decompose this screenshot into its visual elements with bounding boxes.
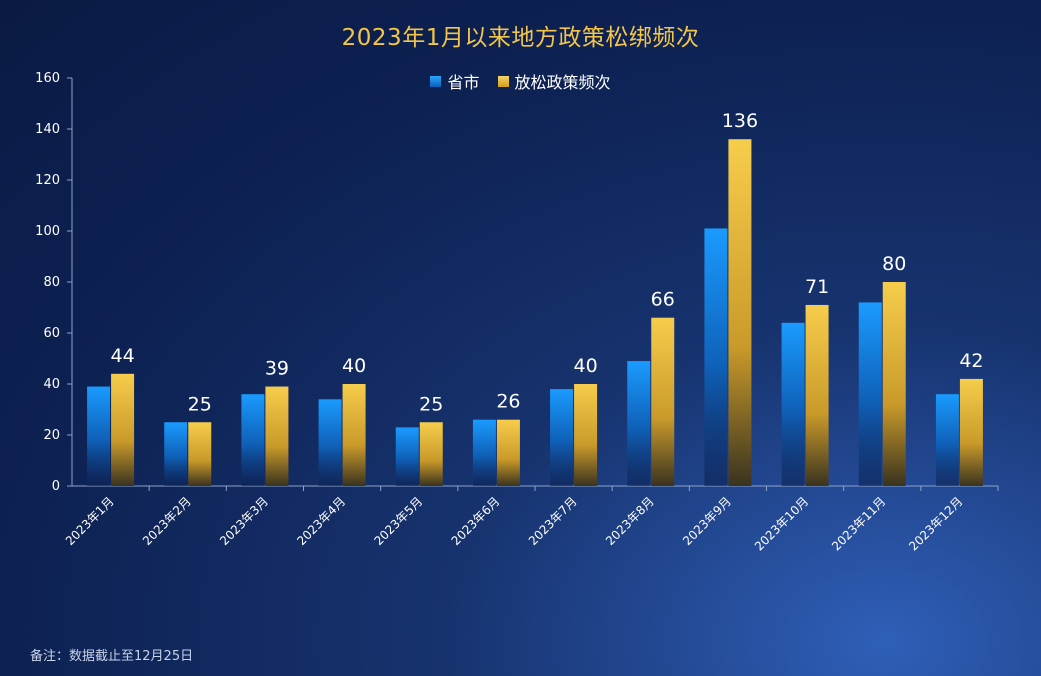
bar-policy (574, 384, 598, 486)
x-tick-label: 2023年7月 (526, 494, 580, 548)
legend-item-provinces: 省市 (430, 69, 480, 93)
chart-title: 2023年1月以来地方政策松绑频次 (341, 25, 700, 51)
y-tick-label: 0 (52, 479, 60, 494)
data-label: 136 (722, 110, 758, 132)
x-tick-label: 2023年10月 (752, 494, 811, 553)
x-tick-label: 2023年4月 (294, 494, 348, 548)
legend-swatch-gold (497, 75, 509, 87)
data-label: 25 (419, 393, 443, 415)
bar-provinces (164, 422, 188, 486)
legend-item-policy: 放松政策频次 (497, 69, 611, 93)
bar-policy (651, 317, 675, 486)
x-tick-label: 2023年9月 (680, 494, 734, 548)
legend: 省市 放松政策频次 (0, 69, 1041, 93)
bar-policy (419, 422, 443, 486)
data-label: 40 (342, 355, 366, 377)
bar-provinces (550, 389, 574, 486)
bar-policy (496, 419, 520, 486)
bar-policy (111, 373, 135, 486)
data-label: 25 (188, 393, 212, 415)
data-label: 42 (959, 350, 983, 372)
y-tick-label: 80 (43, 275, 60, 290)
y-tick-label: 140 (35, 122, 60, 137)
bar-policy (265, 386, 289, 486)
bar-provinces (87, 386, 111, 486)
bar-policy (188, 422, 212, 486)
y-tick-label: 100 (35, 224, 60, 239)
x-tick-label: 2023年5月 (371, 494, 425, 548)
data-label: 39 (265, 358, 289, 380)
x-tick-label: 2023年6月 (449, 494, 503, 548)
bar-policy (959, 378, 983, 486)
y-tick-label: 120 (35, 173, 60, 188)
y-tick-label: 60 (43, 326, 60, 341)
bar-provinces (627, 361, 651, 486)
y-tick-label: 40 (43, 377, 60, 392)
data-label: 80 (882, 253, 906, 275)
bar-provinces (241, 394, 265, 486)
x-tick-label: 2023年2月 (140, 494, 194, 548)
bar-provinces (935, 394, 959, 486)
data-label: 44 (110, 345, 134, 367)
y-tick-label: 160 (35, 71, 60, 86)
legend-label-provinces: 省市 (447, 73, 480, 92)
bar-policy (805, 304, 829, 486)
bar-provinces (318, 399, 342, 486)
bar-policy (882, 282, 906, 486)
data-label: 40 (573, 355, 597, 377)
bar-provinces (858, 302, 882, 486)
data-label: 66 (651, 289, 675, 311)
legend-label-policy: 放松政策频次 (514, 73, 611, 92)
footnote: 备注：数据截止至12月25日 (30, 649, 194, 664)
bar-provinces (704, 228, 728, 486)
data-label: 26 (496, 391, 520, 413)
bar-policy (728, 139, 752, 486)
bar-policy (342, 384, 366, 486)
x-tick-label: 2023年8月 (603, 494, 657, 548)
x-tick-label: 2023年3月 (217, 494, 271, 548)
bar-provinces (472, 419, 496, 486)
x-tick-label: 2023年12月 (906, 494, 965, 553)
bar-provinces (395, 427, 419, 486)
x-tick-label: 2023年11月 (829, 494, 888, 553)
legend-swatch-blue (430, 75, 442, 87)
data-label: 71 (805, 276, 829, 298)
y-tick-label: 20 (43, 428, 60, 443)
bar-provinces (781, 322, 805, 486)
x-tick-label: 2023年1月 (63, 494, 117, 548)
